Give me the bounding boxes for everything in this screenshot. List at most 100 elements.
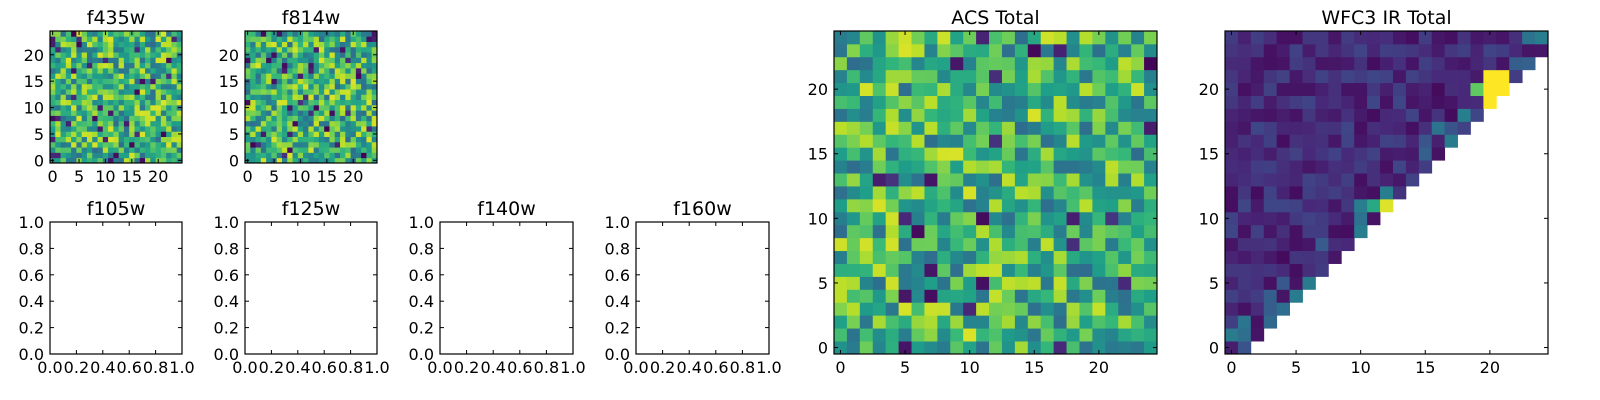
heatmap-cell xyxy=(1328,147,1342,161)
heatmap-cell xyxy=(65,147,72,153)
heatmap-cell xyxy=(50,147,56,153)
heatmap-cell xyxy=(1144,250,1158,264)
heatmap-cell xyxy=(255,126,262,132)
heatmap-cell xyxy=(71,94,77,101)
heatmap-cell xyxy=(313,115,320,122)
heatmap-cell xyxy=(108,99,114,106)
heatmap-cell xyxy=(976,237,990,252)
heatmap-cell xyxy=(303,147,309,153)
y-tick-label: 10 xyxy=(24,99,44,118)
heatmap-cell xyxy=(345,136,351,143)
heatmap-cell xyxy=(155,78,162,85)
heatmap-cell xyxy=(324,136,330,143)
axes-frame xyxy=(1224,30,1549,355)
heatmap-cell xyxy=(260,131,267,137)
heatmap-cell xyxy=(950,95,964,109)
heatmap-cell xyxy=(350,78,357,85)
heatmap-cell xyxy=(71,52,77,58)
heatmap-cell xyxy=(113,89,120,95)
heatmap-cell xyxy=(160,136,167,143)
heatmap-cell xyxy=(1092,263,1106,277)
heatmap-cell xyxy=(108,115,114,122)
heatmap-cell xyxy=(329,36,336,42)
heatmap-cell xyxy=(60,110,67,116)
y-tick-label: 1.0 xyxy=(409,213,434,232)
heatmap-cell xyxy=(371,94,378,101)
heatmap-cell xyxy=(1027,302,1042,316)
heatmap-cell xyxy=(371,120,378,127)
heatmap-cell xyxy=(1027,160,1042,174)
heatmap-cell xyxy=(885,160,899,174)
heatmap-cell xyxy=(145,36,151,42)
heatmap-cell xyxy=(166,115,172,122)
panel-title: f160w xyxy=(673,198,732,220)
heatmap-cell xyxy=(1289,289,1303,303)
heatmap-cell xyxy=(287,157,293,164)
heatmap-cell xyxy=(176,110,183,116)
heatmap-cell xyxy=(898,69,912,84)
heatmap-cell xyxy=(1066,186,1080,200)
heatmap-cell xyxy=(166,62,172,69)
heatmap-cell xyxy=(1328,198,1342,213)
heatmap-cell xyxy=(108,78,114,85)
heatmap-cell xyxy=(1276,289,1290,303)
heatmap-cell xyxy=(1053,250,1067,264)
heatmap-cell xyxy=(334,136,341,143)
heatmap-cell xyxy=(71,89,77,95)
heatmap-cell xyxy=(97,46,104,53)
heatmap-cell xyxy=(345,62,351,69)
heatmap-cell xyxy=(1354,108,1368,122)
heatmap-cell xyxy=(950,108,964,122)
heatmap-cell xyxy=(355,115,362,122)
heatmap-cell xyxy=(65,36,72,42)
heatmap-cell xyxy=(1483,69,1497,84)
heatmap-cell xyxy=(361,131,367,137)
heatmap-cell xyxy=(937,289,951,303)
heatmap-cell xyxy=(113,73,120,79)
y-tick-label: 20 xyxy=(219,46,239,65)
heatmap-cell xyxy=(55,89,61,95)
heatmap-cell xyxy=(102,120,109,127)
heatmap-cell xyxy=(81,131,88,137)
heatmap-cell xyxy=(81,115,88,122)
heatmap-cell xyxy=(1131,31,1145,45)
heatmap-cell xyxy=(150,62,156,69)
heatmap-cell xyxy=(963,186,977,200)
heatmap-cell xyxy=(155,104,162,111)
heatmap-cell xyxy=(266,136,272,143)
heatmap-cell xyxy=(1405,31,1420,45)
heatmap-cell xyxy=(1405,82,1420,96)
heatmap-cell xyxy=(361,73,367,79)
heatmap-cell xyxy=(271,78,278,85)
heatmap-cell xyxy=(108,157,114,164)
heatmap-cell xyxy=(329,126,336,132)
heatmap-cell xyxy=(340,152,346,159)
heatmap-cell xyxy=(1079,82,1093,96)
heatmap-cell xyxy=(160,57,167,64)
heatmap-cell xyxy=(976,43,990,58)
heatmap-cell xyxy=(911,224,925,239)
heatmap-cell xyxy=(366,83,373,90)
heatmap-cell xyxy=(1079,302,1093,316)
heatmap-cell xyxy=(250,147,256,153)
heatmap-cell xyxy=(324,73,330,79)
heatmap-cell xyxy=(313,152,320,159)
heatmap-cell xyxy=(276,94,283,101)
heatmap-cell xyxy=(1315,186,1329,200)
heatmap-cell xyxy=(76,99,83,106)
heatmap-cell xyxy=(885,31,899,45)
heatmap-cell xyxy=(872,211,887,226)
heatmap-cell xyxy=(150,83,156,90)
heatmap-cell xyxy=(129,41,135,48)
heatmap-cell xyxy=(176,99,183,106)
heatmap-cell xyxy=(308,36,315,42)
heatmap-cell xyxy=(1341,108,1355,122)
heatmap-cell xyxy=(1457,108,1471,122)
y-tick-label: 10 xyxy=(1199,209,1219,228)
heatmap-cell xyxy=(134,131,141,137)
heatmap-cell xyxy=(313,94,320,101)
heatmap-cell xyxy=(318,157,325,164)
heatmap-cell xyxy=(60,104,67,111)
heatmap-cell xyxy=(350,73,357,79)
